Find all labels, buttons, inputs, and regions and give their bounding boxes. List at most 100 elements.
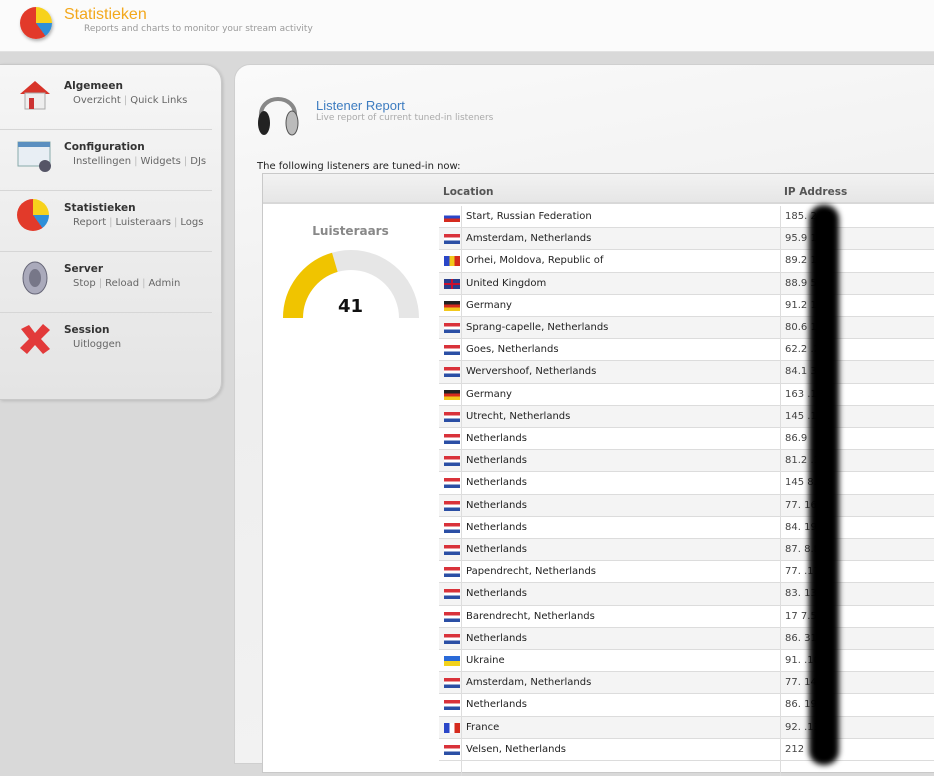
table-row: Netherlands 81.2 .158 [439, 450, 934, 473]
flag-fr-icon [444, 722, 460, 733]
location-cell: Orhei, Moldova, Republic of [466, 255, 604, 267]
ip-cell: 91.2 10 [785, 299, 824, 311]
location-cell: Velsen, Netherlands [466, 743, 567, 755]
sidebar-item-title[interactable]: Server [64, 263, 104, 275]
redaction-mark [809, 205, 839, 765]
sidebar-link[interactable]: Report [73, 217, 107, 228]
sidebar-link[interactable]: Reload [105, 278, 140, 289]
ip-cell: 95.9 130 [785, 233, 830, 245]
top-header: Statistieken Reports and charts to monit… [0, 0, 934, 52]
headphones-icon [258, 97, 299, 136]
flag-ua-icon [444, 656, 460, 666]
red-x-icon [17, 321, 53, 357]
ip-cell: 86. 197 [785, 699, 824, 711]
table-row: Ukraine 91. .108 [439, 650, 934, 673]
ip-cell: 212 [785, 743, 805, 755]
ip-cell: 77. .178 [785, 566, 827, 578]
location-cell: Netherlands [466, 632, 527, 644]
flag-de-icon [444, 389, 460, 400]
sidebar-item-title[interactable]: Statistieken [64, 202, 136, 214]
sidebar-link[interactable]: Luisteraars [115, 217, 172, 228]
page-subtitle: Reports and charts to monitor your strea… [84, 24, 313, 34]
location-cell: Netherlands [466, 588, 527, 600]
table-row: Netherlands 84. 198 [439, 517, 934, 539]
table-row: Wervershoof, Netherlands 84.1 37 [439, 361, 934, 384]
location-cell: Netherlands [466, 455, 527, 467]
sidebar-link[interactable]: Admin [148, 278, 181, 289]
location-cell: Goes, Netherlands [466, 344, 559, 356]
table-header: Location IP Address [263, 174, 934, 204]
sidebar-link[interactable]: DJs [190, 156, 207, 167]
ip-cell: 86. 31 [785, 632, 817, 644]
flag-nl-icon [444, 678, 460, 689]
sidebar-item-server[interactable]: Server Stop | Reload | Admin [0, 252, 212, 313]
sidebar-link[interactable]: Quick Links [130, 95, 188, 106]
sidebar-item-title[interactable]: Algemeen [64, 80, 124, 92]
gauge-label: Luisteraars [312, 224, 389, 238]
sidebar-link[interactable]: Uitloggen [73, 339, 122, 350]
table-row: Papendrecht, Netherlands 77. .178 [439, 561, 934, 584]
table-row: Netherlands 86. 197 [439, 694, 934, 717]
location-cell: Germany [466, 388, 512, 400]
sidebar-item-statistieken[interactable]: Statistieken Report | Luisteraars | Logs [0, 191, 212, 252]
sidebar-item-algemeen[interactable]: Algemeen Overzicht | Quick Links [0, 69, 212, 130]
gauge-fill [283, 252, 339, 319]
sidebar-link[interactable]: Widgets [140, 156, 181, 167]
settings-window-icon [17, 138, 53, 174]
table-row: Netherlands 86.9 [439, 428, 934, 451]
sidebar-link[interactable]: Instellingen [73, 156, 132, 167]
location-cell: Amsterdam, Netherlands [466, 233, 592, 245]
location-cell: Utrecht, Netherlands [466, 410, 571, 422]
location-header[interactable]: Location [443, 186, 494, 198]
ip-cell: 17 7.55 [785, 610, 824, 622]
ip-cell: 163 .114 [785, 388, 830, 400]
flag-nl-icon [444, 545, 460, 555]
table-row: Netherlands 86. 31 [439, 627, 934, 650]
ip-cell: 145 8.24 [785, 477, 830, 489]
ip-cell: 62.2 .215 [785, 344, 833, 356]
location-cell: France [466, 721, 500, 733]
ip-cell: 91. .108 [785, 655, 827, 666]
location-cell: Netherlands [466, 521, 527, 533]
table-row: Utrecht, Netherlands 145 .174 [439, 405, 934, 428]
table-row: Amsterdam, Netherlands 95.9 130 [439, 228, 934, 251]
location-cell: Netherlands [466, 477, 527, 489]
separator: | [109, 217, 113, 228]
sidebar: Algemeen Overzicht | Quick Links Configurati… [0, 64, 222, 400]
ip-cell: 77. 144 [785, 677, 824, 689]
sidebar-link[interactable]: Stop [73, 278, 96, 289]
ip-header[interactable]: IP Address [784, 186, 848, 198]
flag-nl-icon [444, 567, 460, 578]
flag-nl-icon [444, 500, 460, 511]
table-row: United Kingdom 88.9 56 [439, 272, 934, 295]
separator: | [183, 156, 188, 167]
gauge-dial [283, 250, 419, 319]
speaker-icon [17, 260, 53, 296]
sidebar-item-title[interactable]: Configuration [64, 141, 145, 153]
separator: | [98, 278, 103, 289]
sidebar-item-title[interactable]: Session [64, 324, 110, 336]
ip-cell: 185. 2.71 [785, 211, 833, 222]
separator: | [174, 217, 178, 228]
location-cell: United Kingdom [466, 277, 547, 289]
ip-cell: 77. 16 [785, 499, 817, 511]
flag-nl-icon [444, 522, 460, 533]
table-row: Orhei, Moldova, Republic of 89.2 181 [439, 250, 934, 273]
table-row: Germany 91.2 10 [439, 295, 934, 317]
sidebar-link[interactable]: Overzicht [73, 95, 121, 106]
table-row: Netherlands 83. 134 [439, 583, 934, 606]
ip-cell: 88.9 56 [785, 277, 824, 289]
flag-nl-icon [444, 434, 460, 444]
separator: | [123, 95, 128, 106]
pie-chart-icon [17, 199, 53, 235]
location-cell: Barendrecht, Netherlands [466, 610, 595, 622]
location-cell: Netherlands [466, 433, 527, 444]
separator: | [134, 156, 138, 167]
flag-nl-icon [444, 456, 460, 467]
table-row: Netherlands 77. 16 [439, 494, 934, 517]
sidebar-link[interactable]: Logs [180, 217, 204, 228]
sidebar-item-configuration[interactable]: Configuration Instellingen | Widgets | DJs [0, 130, 212, 191]
gauge-value: 41 [337, 296, 364, 317]
ip-cell: 80.6 16 [785, 322, 824, 333]
sidebar-item-session[interactable]: Session Uitloggen [0, 313, 212, 374]
